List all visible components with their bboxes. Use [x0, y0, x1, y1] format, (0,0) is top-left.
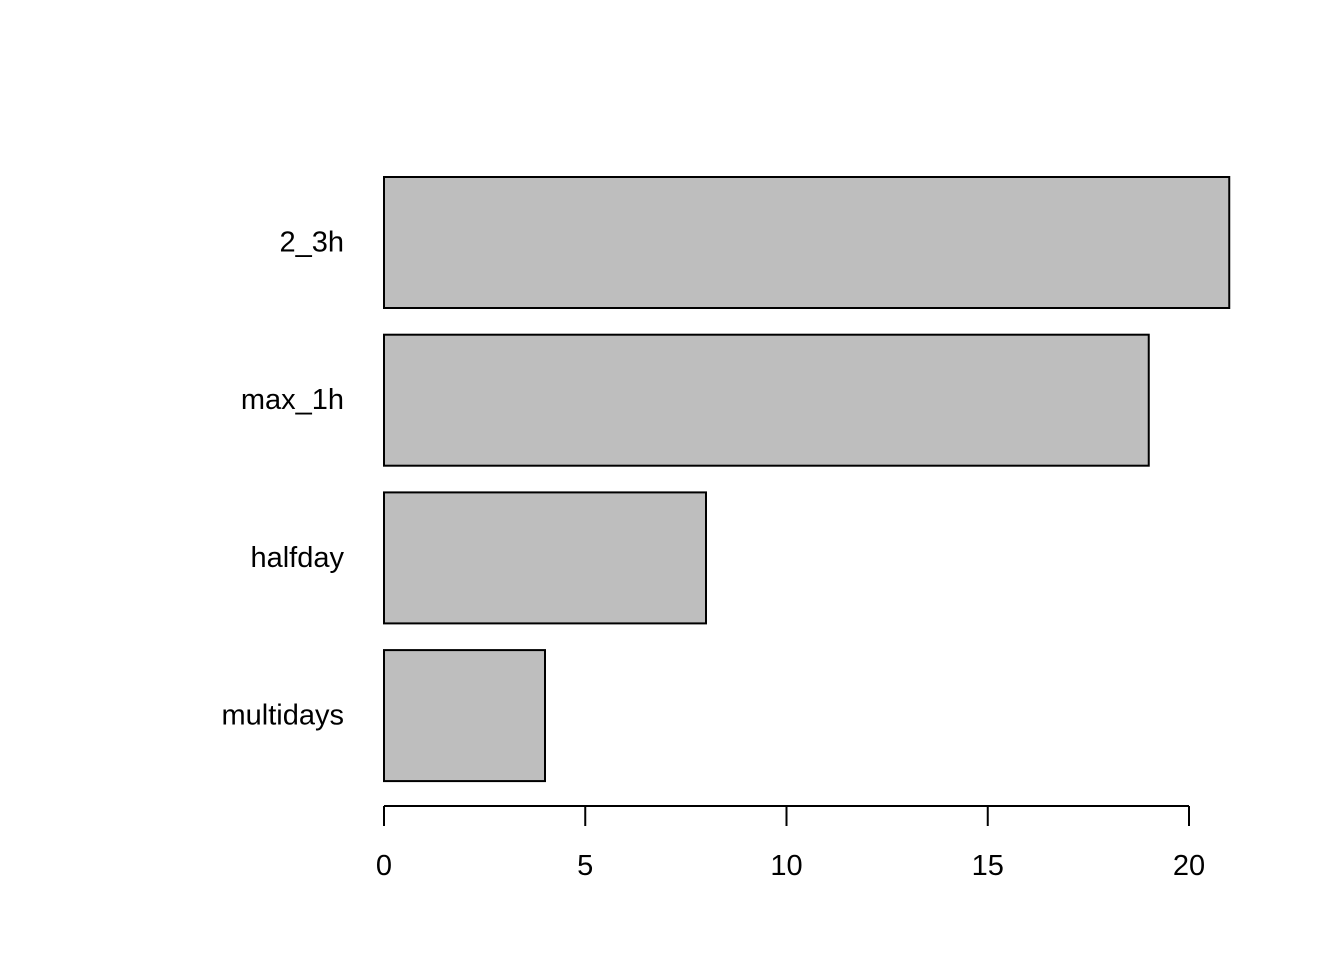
bar-multidays [383, 649, 546, 783]
bars-group [383, 176, 1231, 783]
x-tick-label-10: 10 [770, 850, 802, 882]
category-label-max-1h: max_1h [241, 384, 344, 416]
x-tick-label-5: 5 [577, 850, 593, 882]
bar-max-1h [383, 333, 1150, 467]
x-tick-label-15: 15 [972, 850, 1004, 882]
x-tick-label-20: 20 [1173, 850, 1205, 882]
bar-2-3h [383, 176, 1231, 309]
x-tick-label-0: 0 [376, 850, 392, 882]
category-label-halfday: halfday [250, 542, 344, 574]
x-axis: 0 5 10 15 20 [376, 805, 1205, 882]
bar-halfday [383, 491, 707, 625]
category-label-2-3h: 2_3h [279, 227, 344, 259]
category-label-multidays: multidays [222, 700, 345, 732]
